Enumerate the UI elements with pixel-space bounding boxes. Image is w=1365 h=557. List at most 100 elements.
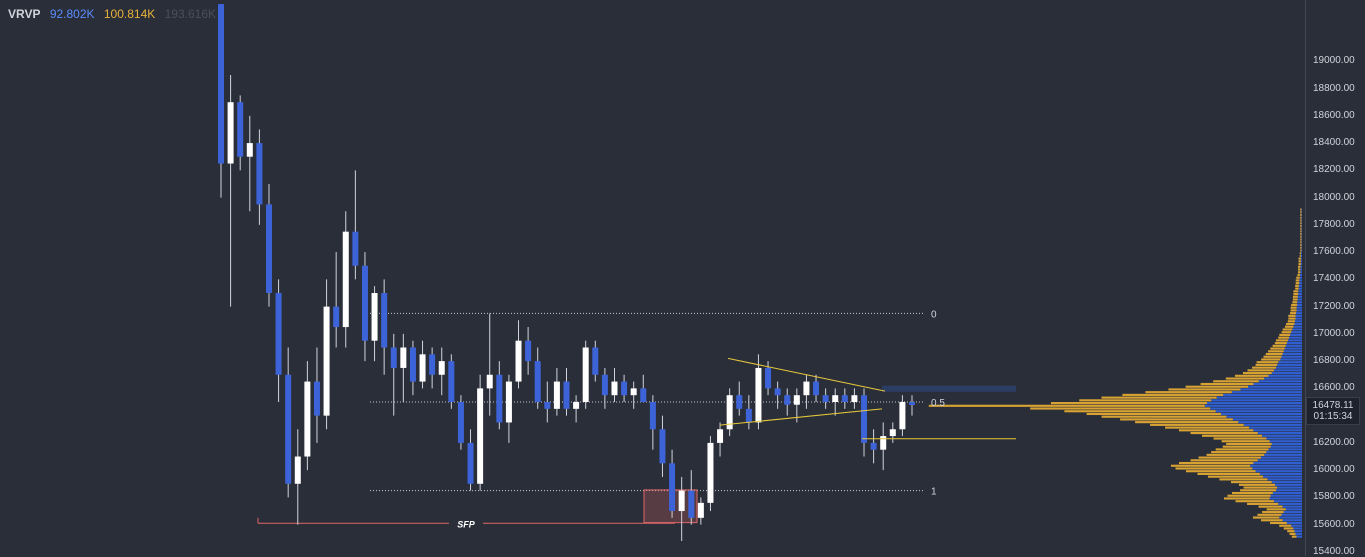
- profile-down-bar: [1279, 333, 1291, 336]
- profile-down-bar: [1213, 437, 1267, 440]
- profile-down-bar: [1300, 222, 1302, 225]
- chart-legend[interactable]: VRVP 92.802K 100.814K 193.616K: [8, 7, 222, 21]
- profile-down-bar: [1122, 393, 1224, 396]
- profile-up-bar: [1250, 464, 1302, 467]
- current-price-tag: 16478.11 01:15:34: [1306, 397, 1360, 425]
- profile-up-bar: [1273, 369, 1302, 372]
- profile-up-bar: [1289, 336, 1302, 339]
- candle-body: [390, 347, 397, 368]
- candle-body: [870, 442, 877, 450]
- candle-body: [774, 388, 781, 396]
- profile-up-bar: [1298, 284, 1302, 287]
- profile-up-bar: [1297, 303, 1302, 307]
- profile-down-bar: [1300, 224, 1302, 227]
- profile-down-bar: [1291, 303, 1298, 307]
- profile-up-bar: [1278, 361, 1302, 364]
- profile-down-bar: [1239, 483, 1275, 486]
- profile-down-bar: [1283, 527, 1294, 530]
- price-axis[interactable]: [1305, 0, 1365, 556]
- candle-body: [582, 347, 589, 403]
- profile-down-bar: [1290, 306, 1297, 309]
- profile-down-bar: [1292, 295, 1298, 298]
- profile-up-bar: [1301, 219, 1302, 222]
- candle-body: [880, 436, 887, 450]
- profile-up-bar: [1296, 306, 1302, 309]
- profile-down-bar: [1258, 505, 1283, 508]
- candle-body: [553, 381, 560, 409]
- legend-up-volume: 92.802K: [49, 7, 95, 21]
- profile-down-bar: [1275, 339, 1288, 342]
- candle-body: [265, 204, 272, 293]
- profile-up-bar: [1301, 241, 1302, 244]
- profile-up-bar: [1291, 524, 1302, 527]
- profile-up-bar: [1264, 377, 1302, 380]
- profile-up-bar: [1301, 230, 1302, 233]
- profile-down-bar: [1240, 489, 1277, 492]
- profile-up-bar: [1257, 459, 1302, 462]
- profile-up-bar: [1278, 502, 1302, 505]
- candle-body: [717, 429, 724, 443]
- profile-down-bar: [1300, 238, 1302, 241]
- profile-up-bar: [1231, 391, 1302, 394]
- profile-up-bar: [1299, 276, 1302, 279]
- price-tick-label: 17400.00: [1313, 273, 1355, 285]
- profile-up-bar: [1295, 314, 1302, 317]
- candle-body: [640, 388, 647, 403]
- profile-up-bar: [1296, 312, 1302, 315]
- profile-up-bar: [1286, 521, 1302, 525]
- candle-body: [755, 367, 762, 423]
- profile-down-bar: [1300, 216, 1302, 219]
- profile-up-bar: [1253, 382, 1302, 386]
- profile-up-bar: [1281, 513, 1302, 516]
- profile-down-bar: [1230, 481, 1272, 484]
- profile-down-bar: [1211, 451, 1267, 454]
- price-tick-label: 16200.00: [1313, 436, 1355, 448]
- profile-down-bar: [1242, 372, 1272, 375]
- profile-up-bar: [1210, 407, 1302, 410]
- profile-up-bar: [1226, 415, 1302, 418]
- profile-up-bar: [1300, 271, 1302, 274]
- price-tick-label: 15800.00: [1313, 491, 1355, 503]
- profile-up-bar: [1299, 273, 1302, 277]
- candle-body: [688, 490, 695, 518]
- fib-level-label: 1: [931, 487, 937, 498]
- profile-up-bar: [1221, 412, 1302, 416]
- profile-down-bar: [1200, 382, 1254, 386]
- profile-down-bar: [1197, 472, 1260, 475]
- profile-up-bar: [1240, 388, 1302, 391]
- candlestick-chart[interactable]: 00.51 SFP: [0, 0, 1305, 556]
- profile-down-bar: [1263, 355, 1282, 358]
- candle-body: [697, 502, 704, 518]
- profile-up-bar: [1216, 396, 1302, 399]
- current-price: 16478.11: [1312, 400, 1354, 411]
- profile-up-bar: [1301, 216, 1302, 219]
- profile-up-bar: [1285, 508, 1302, 511]
- candle-body: [592, 347, 599, 375]
- profile-down-bar: [1247, 369, 1274, 372]
- profile-down-bar: [1226, 442, 1272, 446]
- profile-down-bar: [1300, 211, 1302, 214]
- candle-body: [621, 381, 628, 396]
- profile-up-bar: [1300, 268, 1302, 271]
- profile-down-bar: [1290, 309, 1297, 312]
- profile-down-bar: [1190, 459, 1258, 462]
- profile-down-bar: [1150, 423, 1244, 426]
- profile-up-bar: [1275, 483, 1302, 486]
- profile-up-bar: [1253, 461, 1302, 465]
- price-tick-label: 16000.00: [1313, 464, 1355, 476]
- profile-up-bar: [1300, 260, 1302, 263]
- legend-down-volume: 100.814K: [103, 7, 156, 21]
- profile-down-bar: [1257, 513, 1282, 516]
- price-tick-label: 15600.00: [1313, 518, 1355, 530]
- profile-down-bar: [1298, 257, 1301, 260]
- profile-down-bar: [1215, 448, 1269, 451]
- price-tick-label: 15400.00: [1313, 545, 1355, 557]
- profile-up-bar: [1273, 500, 1302, 503]
- candle-body: [304, 381, 311, 457]
- profile-up-bar: [1277, 363, 1302, 366]
- profile-up-bar: [1268, 374, 1302, 377]
- triangle-upper-line: [727, 357, 886, 392]
- profile-down-bar: [1287, 320, 1295, 323]
- candle-body: [419, 354, 426, 382]
- profile-down-bar: [1235, 500, 1274, 503]
